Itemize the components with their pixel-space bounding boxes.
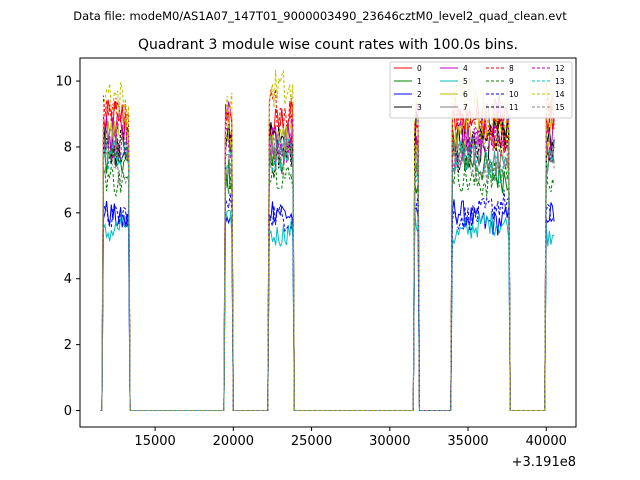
legend-label-8: 8: [509, 64, 514, 73]
legend-label-2: 2: [417, 90, 422, 99]
x-tick-label: 40000: [526, 434, 567, 449]
y-tick-label: 8: [64, 140, 72, 155]
legend-label-13: 13: [555, 77, 565, 86]
x-tick-label: 25000: [291, 434, 332, 449]
legend-label-9: 9: [509, 77, 514, 86]
legend-label-0: 0: [417, 64, 422, 73]
y-tick-label: 4: [64, 272, 72, 287]
legend-label-10: 10: [509, 90, 519, 99]
axes-frame: [79, 57, 577, 428]
series-line-0: [100, 97, 555, 411]
series-line-9: [100, 157, 555, 411]
x-axis-offset-label: +3.191e8: [512, 455, 576, 470]
series-line-13: [100, 137, 555, 411]
legend-label-12: 12: [555, 64, 565, 73]
legend-label-1: 1: [417, 77, 422, 86]
x-axis: 15000 20000 25000 30000 35000 40000: [134, 427, 567, 449]
series-layer: [100, 69, 555, 411]
legend-label-3: 3: [417, 103, 422, 112]
legend-label-15: 15: [555, 103, 565, 112]
x-tick-label: 20000: [213, 434, 254, 449]
series-line-5: [100, 209, 555, 411]
series-line-1: [100, 141, 555, 411]
series-line-4: [100, 94, 555, 411]
legend-box: [389, 61, 573, 119]
plot-area: [79, 57, 577, 428]
y-tick-label: 0: [64, 404, 72, 419]
legend-label-14: 14: [555, 90, 565, 99]
x-tick-label: 30000: [369, 434, 410, 449]
y-tick-label: 6: [64, 206, 72, 221]
y-tick-label: 10: [55, 75, 72, 90]
x-tick-label: 15000: [134, 434, 175, 449]
legend-label-6: 6: [463, 90, 468, 99]
legend-label-7: 7: [463, 103, 468, 112]
chart-title: Quadrant 3 module wise count rates with …: [138, 37, 518, 53]
series-line-15: [100, 136, 555, 411]
y-axis: 0 2 4 6 8 10: [55, 75, 80, 419]
series-line-14: [100, 69, 555, 411]
series-line-2: [100, 199, 555, 411]
legend-label-5: 5: [463, 77, 468, 86]
legend-label-4: 4: [463, 64, 468, 73]
series-line-11: [100, 120, 555, 411]
x-tick-label: 35000: [447, 434, 488, 449]
figure-suptitle: Data file: modeM0/AS1A07_147T01_90000034…: [73, 9, 567, 23]
legend-label-11: 11: [509, 103, 519, 112]
y-tick-label: 2: [64, 338, 72, 353]
series-line-12: [100, 124, 555, 411]
